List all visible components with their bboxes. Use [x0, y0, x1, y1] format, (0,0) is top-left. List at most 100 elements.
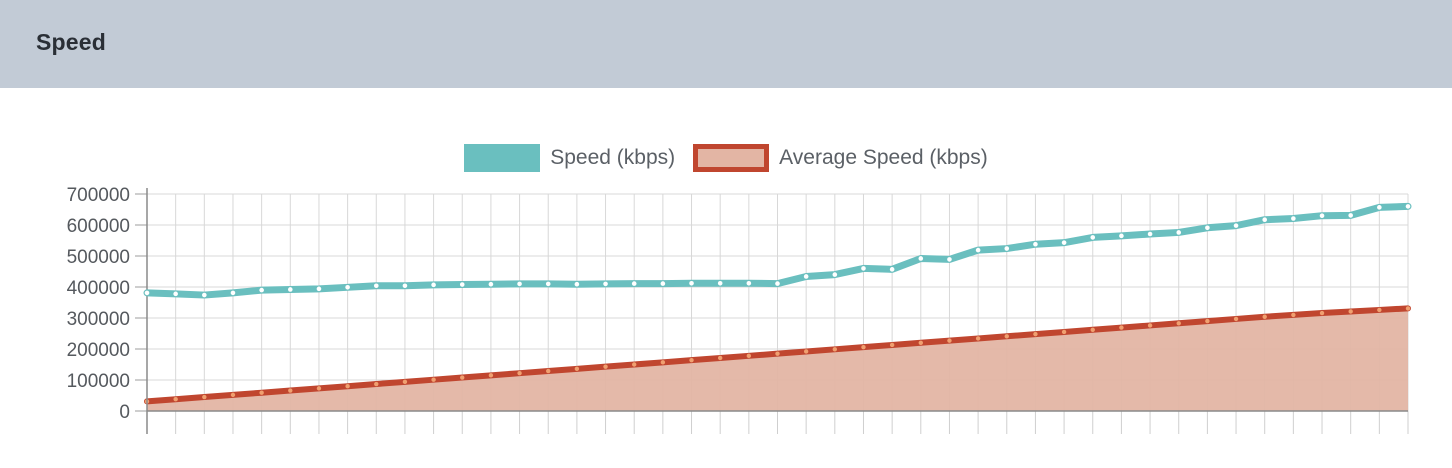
- data-point-average-speed: [1090, 327, 1095, 332]
- data-point-average-speed: [1061, 329, 1067, 335]
- data-point-speed: [431, 282, 436, 288]
- data-point-average-speed: [1004, 334, 1009, 339]
- data-point-average-speed: [632, 362, 637, 367]
- panel-header: Speed: [0, 0, 1452, 88]
- data-point-speed: [975, 247, 981, 253]
- data-point-speed: [1147, 231, 1153, 237]
- data-point-speed: [144, 290, 150, 296]
- y-axis-tick-label: 400000: [67, 278, 130, 299]
- data-point-average-speed: [517, 370, 522, 376]
- data-point-average-speed: [173, 397, 178, 402]
- data-point-speed: [1233, 223, 1239, 228]
- data-point-speed: [259, 287, 264, 293]
- chart-legend: Speed (kbps) Average Speed (kbps): [0, 140, 1452, 176]
- data-point-average-speed: [803, 349, 809, 354]
- legend-swatch-average-speed-icon: [693, 144, 770, 172]
- data-point-speed: [1291, 216, 1296, 221]
- legend-item-speed[interactable]: Speed (kbps): [464, 144, 675, 172]
- data-point-speed: [574, 281, 580, 287]
- data-point-average-speed: [603, 364, 608, 369]
- data-point-speed: [230, 290, 236, 296]
- data-point-average-speed: [1147, 323, 1153, 328]
- data-point-speed: [345, 285, 350, 290]
- data-point-average-speed: [1291, 312, 1296, 318]
- data-point-speed: [803, 274, 809, 279]
- data-point-average-speed: [316, 386, 322, 391]
- legend-label-average-speed: Average Speed (kbps): [779, 146, 988, 169]
- data-point-speed: [316, 286, 322, 292]
- data-point-average-speed: [947, 338, 952, 343]
- data-point-speed: [1262, 217, 1268, 223]
- data-point-speed: [1061, 240, 1067, 245]
- data-point-speed: [1205, 225, 1210, 231]
- data-point-speed: [1319, 213, 1325, 218]
- data-point-average-speed: [431, 377, 436, 382]
- data-point-average-speed: [1377, 307, 1382, 313]
- chart-plot-area: 700000 600000 500000 400000 300000 200000 1000…: [0, 88, 1452, 468]
- data-point-average-speed: [488, 373, 494, 378]
- data-point-average-speed: [1348, 309, 1353, 314]
- data-point-average-speed: [975, 336, 981, 341]
- legend-swatch-speed-icon: [464, 144, 541, 172]
- y-axis-tick-label: 100000: [67, 371, 130, 392]
- data-point-average-speed: [832, 347, 838, 352]
- legend-item-average-speed[interactable]: Average Speed (kbps): [693, 144, 988, 172]
- data-point-speed: [660, 281, 666, 286]
- data-point-average-speed: [775, 351, 780, 356]
- data-point-speed: [402, 283, 408, 289]
- data-point-speed: [1377, 205, 1382, 210]
- data-point-average-speed: [374, 381, 379, 387]
- data-point-speed: [373, 283, 379, 289]
- series-area-average-speed: [147, 308, 1408, 411]
- y-axis-tick-label: 600000: [67, 216, 130, 237]
- data-point-speed: [1119, 233, 1124, 239]
- data-point-average-speed: [1233, 316, 1239, 322]
- data-point-average-speed: [1205, 318, 1210, 324]
- data-point-average-speed: [230, 392, 236, 398]
- data-point-average-speed: [345, 384, 350, 389]
- data-point-average-speed: [918, 340, 923, 345]
- data-point-speed: [1004, 246, 1010, 251]
- y-axis-tick-label: 300000: [67, 309, 130, 330]
- data-point-average-speed: [1319, 310, 1325, 316]
- data-point-speed: [488, 281, 494, 287]
- data-point-average-speed: [202, 394, 207, 400]
- data-point-speed: [1176, 230, 1182, 235]
- data-point-speed: [1033, 241, 1038, 247]
- data-point-average-speed: [660, 360, 666, 365]
- data-point-average-speed: [259, 390, 264, 395]
- data-point-speed: [631, 281, 637, 286]
- y-axis-tick-label: 700000: [67, 185, 130, 206]
- legend-label-speed: Speed (kbps): [550, 146, 676, 169]
- data-point-average-speed: [574, 366, 580, 372]
- y-axis-tick-label: 0: [119, 402, 130, 423]
- data-point-speed: [775, 281, 780, 286]
- data-point-speed: [918, 256, 924, 261]
- speed-line-chart[interactable]: 700000 600000 500000 400000 300000 200000 1000…: [0, 88, 1452, 468]
- data-point-average-speed: [1405, 306, 1411, 311]
- data-point-speed: [517, 281, 522, 287]
- data-point-speed: [947, 257, 952, 262]
- data-point-speed: [287, 287, 293, 292]
- data-point-average-speed: [546, 368, 551, 374]
- data-point-average-speed: [1176, 321, 1181, 326]
- data-point-speed: [1348, 213, 1353, 218]
- data-point-speed: [202, 292, 207, 298]
- data-point-speed: [689, 280, 694, 286]
- data-point-average-speed: [889, 342, 895, 348]
- data-point-speed: [832, 272, 838, 277]
- data-point-speed: [889, 267, 895, 272]
- data-point-average-speed: [1262, 314, 1267, 319]
- y-axis-tick-label: 200000: [67, 340, 130, 361]
- data-point-average-speed: [1119, 325, 1124, 330]
- data-point-speed: [717, 280, 723, 286]
- data-point-speed: [1090, 235, 1096, 240]
- data-point-average-speed: [746, 353, 752, 359]
- data-point-average-speed: [460, 375, 465, 380]
- data-point-average-speed: [689, 357, 694, 363]
- page-title: Speed: [36, 29, 107, 55]
- y-axis-tick-label: 500000: [67, 247, 130, 268]
- data-point-speed: [173, 291, 178, 297]
- data-point-average-speed: [1033, 331, 1038, 337]
- data-point-speed: [459, 282, 465, 287]
